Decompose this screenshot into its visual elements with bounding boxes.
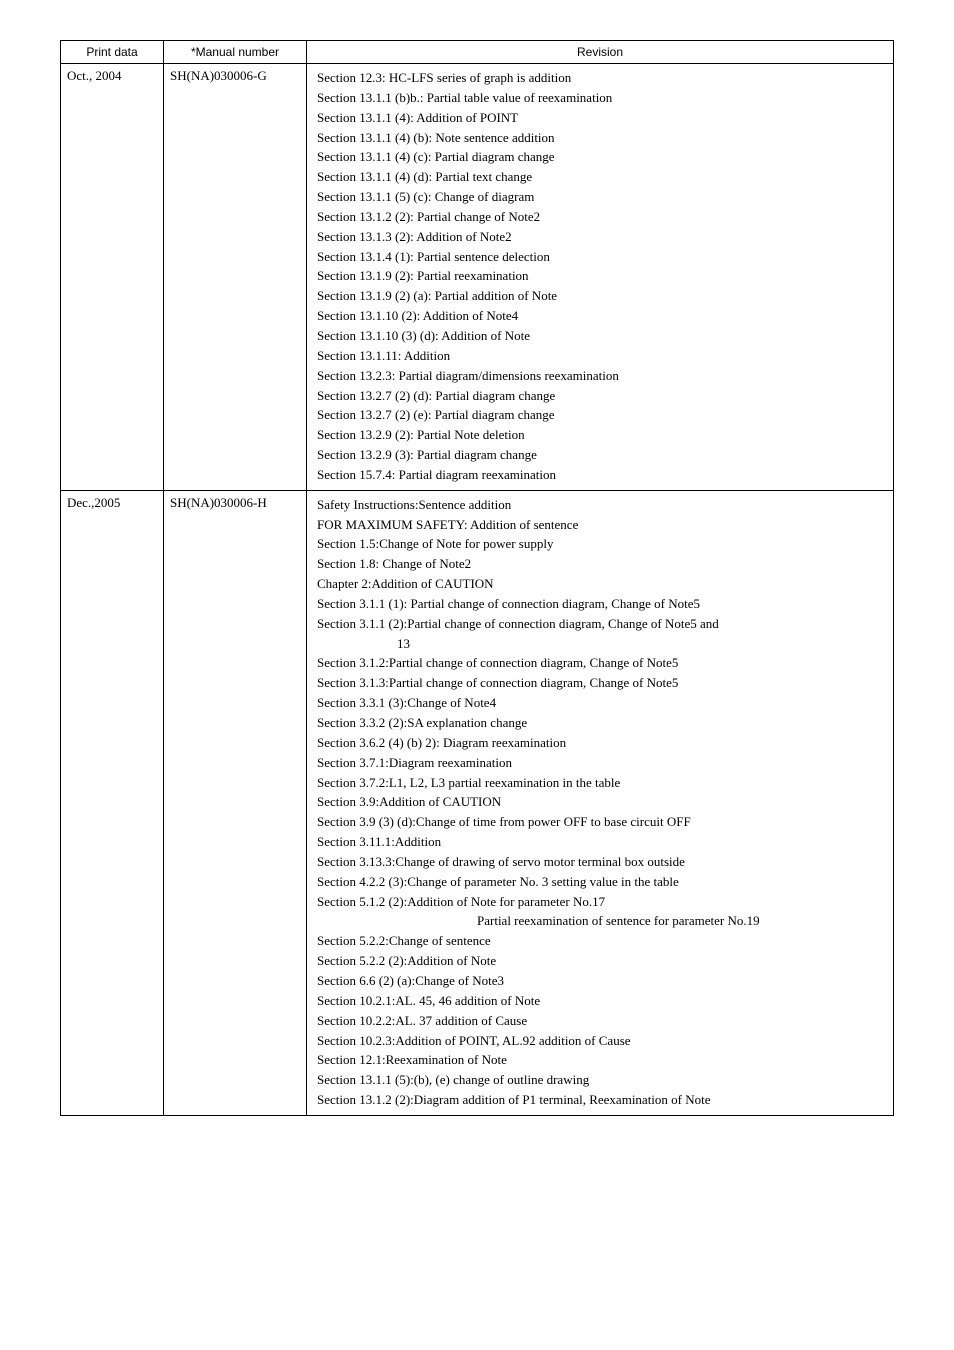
revision-line: Section 3.11.1:Addition (317, 833, 883, 852)
revision-line: Section 3.13.3:Change of drawing of serv… (317, 853, 883, 872)
revision-line: Chapter 2:Addition of CAUTION (317, 575, 883, 594)
revision-line: Section 3.9:Addition of CAUTION (317, 793, 883, 812)
revision-line: Section 15.7.4: Partial diagram reexamin… (317, 466, 883, 485)
revision-line: Section 3.7.1:Diagram reexamination (317, 754, 883, 773)
revision-line: Section 4.2.2 (3):Change of parameter No… (317, 873, 883, 892)
header-manual-number: *Manual number (164, 41, 307, 64)
revision-line: Section 13.1.2 (2):Diagram addition of P… (317, 1091, 883, 1110)
revision-line: Section 13.1.4 (1): Partial sentence del… (317, 248, 883, 267)
table-row: Dec.,2005SH(NA)030006-HSafety Instructio… (61, 490, 894, 1115)
revision-line: Section 13.2.7 (2) (e): Partial diagram … (317, 406, 883, 425)
revision-line: Section 10.2.3:Addition of POINT, AL.92 … (317, 1032, 883, 1051)
revision-line: Section 3.6.2 (4) (b) 2): Diagram reexam… (317, 734, 883, 753)
revision-line: Section 13.1.9 (2): Partial reexaminatio… (317, 267, 883, 286)
revision-line: Section 13.1.1 (4) (b): Note sentence ad… (317, 129, 883, 148)
manual-number-cell: SH(NA)030006-G (164, 64, 307, 491)
revision-line: Section 3.9 (3) (d):Change of time from … (317, 813, 883, 832)
revision-line: Section 1.5:Change of Note for power sup… (317, 535, 883, 554)
table-row: Oct., 2004SH(NA)030006-G Section 12.3: HC… (61, 64, 894, 491)
revision-line: Section 6.6 (2) (a):Change of Note3 (317, 972, 883, 991)
revision-line: Section 13.1.11: Addition (317, 347, 883, 366)
header-revision: Revision (307, 41, 894, 64)
print-data-cell: Dec.,2005 (61, 490, 164, 1115)
manual-number-cell: SH(NA)030006-H (164, 490, 307, 1115)
revision-line: Section 13.1.1 (5):(b), (e) change of ou… (317, 1071, 883, 1090)
revision-line: Section 13.1.1 (5) (c): Change of diagra… (317, 188, 883, 207)
revision-cell: Safety Instructions:Sentence additionFOR… (307, 490, 894, 1115)
revision-line: Section 13.2.3: Partial diagram/dimensio… (317, 367, 883, 386)
revision-line: Section 3.3.1 (3):Change of Note4 (317, 694, 883, 713)
revision-line: Section 13.1.3 (2): Addition of Note2 (317, 228, 883, 247)
revision-line: 13 (317, 635, 883, 654)
revision-line: Section 3.1.3:Partial change of connecti… (317, 674, 883, 693)
revision-line: FOR MAXIMUM SAFETY: Addition of sentence (317, 516, 883, 535)
revision-line: Section 10.2.2:AL. 37 addition of Cause (317, 1012, 883, 1031)
revision-line: Section 3.1.1 (2):Partial change of conn… (317, 615, 883, 634)
revision-line: Section 13.1.2 (2): Partial change of No… (317, 208, 883, 227)
revision-table: Print data *Manual number Revision Oct.,… (60, 40, 894, 1116)
revision-cell: Section 12.3: HC-LFS series of graph is … (307, 64, 894, 491)
revision-line: Section 13.1.9 (2) (a): Partial addition… (317, 287, 883, 306)
revision-line: Section 3.3.2 (2):SA explanation change (317, 714, 883, 733)
revision-line: Section 5.2.2 (2):Addition of Note (317, 952, 883, 971)
revision-line: Partial reexamination of sentence for pa… (317, 912, 883, 931)
revision-line: Section 10.2.1:AL. 45, 46 addition of No… (317, 992, 883, 1011)
revision-line: Section 13.1.1 (4) (d): Partial text cha… (317, 168, 883, 187)
revision-line: Safety Instructions:Sentence addition (317, 496, 883, 515)
revision-line: Section 5.1.2 (2):Addition of Note for p… (317, 893, 883, 912)
revision-line: Section 13.2.9 (3): Partial diagram chan… (317, 446, 883, 465)
revision-line: Section 12.3: HC-LFS series of graph is … (317, 69, 883, 88)
revision-line: Section 12.1:Reexamination of Note (317, 1051, 883, 1070)
revision-line: Section 3.1.1 (1): Partial change of con… (317, 595, 883, 614)
revision-line: Section 3.7.2:L1, L2, L3 partial reexami… (317, 774, 883, 793)
revision-line: Section 13.1.10 (3) (d): Addition of Not… (317, 327, 883, 346)
revision-line: Section 13.2.7 (2) (d): Partial diagram … (317, 387, 883, 406)
revision-line: Section 5.2.2:Change of sentence (317, 932, 883, 951)
revision-line: Section 13.2.9 (2): Partial Note deletio… (317, 426, 883, 445)
print-data-cell: Oct., 2004 (61, 64, 164, 491)
header-print-data: Print data (61, 41, 164, 64)
table-body: Oct., 2004SH(NA)030006-G Section 12.3: HC… (61, 64, 894, 1116)
revision-line: Section 13.1.10 (2): Addition of Note4 (317, 307, 883, 326)
revision-line: Section 13.1.1 (b)b.: Partial table valu… (317, 89, 883, 108)
revision-line: Section 1.8: Change of Note2 (317, 555, 883, 574)
revision-line: Section 13.1.1 (4) (c): Partial diagram … (317, 148, 883, 167)
revision-line: Section 13.1.1 (4): Addition of POINT (317, 109, 883, 128)
table-header-row: Print data *Manual number Revision (61, 41, 894, 64)
revision-line: Section 3.1.2:Partial change of connecti… (317, 654, 883, 673)
